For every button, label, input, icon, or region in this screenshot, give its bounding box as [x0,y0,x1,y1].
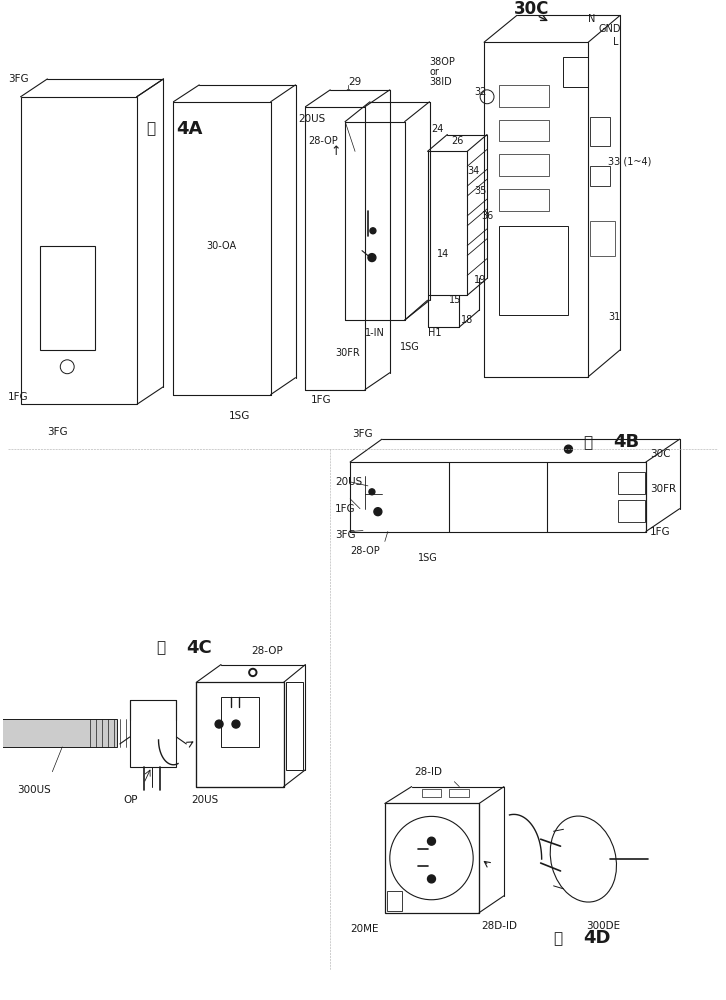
Bar [0,719,117,747]
Text: 28-OP: 28-OP [350,546,380,556]
Circle shape [251,670,255,674]
Text: 1FG: 1FG [335,504,356,514]
Bar [618,500,645,522]
Text: OP: OP [124,795,138,805]
Circle shape [428,837,436,845]
Text: 30C: 30C [650,449,670,459]
Text: 1FG: 1FG [311,395,331,405]
Text: 33 (1~4): 33 (1~4) [608,156,651,166]
Text: 15: 15 [449,295,462,305]
Bar [499,226,568,315]
Text: 24: 24 [431,124,444,134]
Circle shape [232,720,240,728]
Text: 30C: 30C [514,0,550,18]
Circle shape [370,228,376,234]
Text: 38OP: 38OP [430,57,455,67]
Text: 4C: 4C [187,639,212,657]
Text: ↓: ↓ [345,84,351,93]
Bar [590,166,610,186]
Text: 28-OP: 28-OP [309,136,338,146]
Text: 34: 34 [468,166,479,176]
Text: H1: H1 [428,328,441,338]
Text: 4D: 4D [584,929,611,947]
Bar [499,189,549,211]
Text: 30FR: 30FR [335,348,360,358]
Text: 20US: 20US [191,795,219,805]
Circle shape [565,445,572,453]
Text: 3FG: 3FG [47,427,68,437]
Text: 28-ID: 28-ID [415,767,443,777]
Text: or: or [430,67,439,77]
Text: 20US: 20US [298,114,326,124]
Circle shape [428,875,436,883]
Text: 29: 29 [348,77,362,87]
Bar [41,246,95,350]
Bar [285,682,303,770]
Bar [196,682,284,787]
Text: 26: 26 [452,136,464,146]
Text: 1SG: 1SG [400,342,420,352]
Circle shape [369,489,375,495]
Text: 1SG: 1SG [417,553,437,563]
Bar [499,154,549,176]
Bar [0,719,117,747]
Text: 19: 19 [474,275,486,285]
Text: 20US: 20US [335,477,362,487]
Text: 图: 图 [157,640,166,655]
Text: N: N [588,14,595,24]
Circle shape [368,254,376,262]
Text: 32: 32 [474,87,486,97]
Bar [563,57,588,87]
Text: 图: 图 [553,931,563,946]
Text: 28-OP: 28-OP [251,646,282,656]
Text: 38ID: 38ID [430,77,452,87]
Bar [499,85,549,107]
Text: 36: 36 [481,211,494,221]
Text: 3FG: 3FG [8,74,28,84]
Text: 20ME: 20ME [350,924,378,934]
Text: 30FR: 30FR [650,484,676,494]
Text: 图: 图 [147,121,156,136]
Bar [590,221,615,256]
Bar [385,803,479,913]
Text: 35: 35 [474,186,486,196]
Text: 3FG: 3FG [335,530,356,540]
Circle shape [215,720,223,728]
Text: 1FG: 1FG [8,392,28,402]
Bar [618,472,645,494]
Text: 1FG: 1FG [650,527,671,537]
Circle shape [249,668,257,676]
Text: 14: 14 [438,249,449,259]
Text: 1-IN: 1-IN [365,328,385,338]
Text: GND: GND [598,24,621,34]
Text: 1SG: 1SG [229,411,250,421]
Text: 28D-ID: 28D-ID [481,921,517,931]
Text: 31: 31 [608,312,621,322]
Text: 300US: 300US [17,785,52,795]
Text: 3FG: 3FG [352,429,372,439]
Bar [422,789,441,797]
Bar [449,789,469,797]
Text: 18: 18 [461,315,473,325]
Bar [499,120,549,141]
Bar [387,891,401,911]
Bar [221,697,258,747]
Text: 4B: 4B [613,433,640,451]
Bar [590,117,610,146]
Text: L: L [613,37,619,47]
Text: 4A: 4A [176,120,203,138]
Text: 300DE: 300DE [587,921,621,931]
Text: ↑: ↑ [330,145,340,158]
Circle shape [566,457,571,462]
Text: 图: 图 [584,435,592,450]
Circle shape [374,508,382,516]
Text: 30-OA: 30-OA [206,241,236,251]
